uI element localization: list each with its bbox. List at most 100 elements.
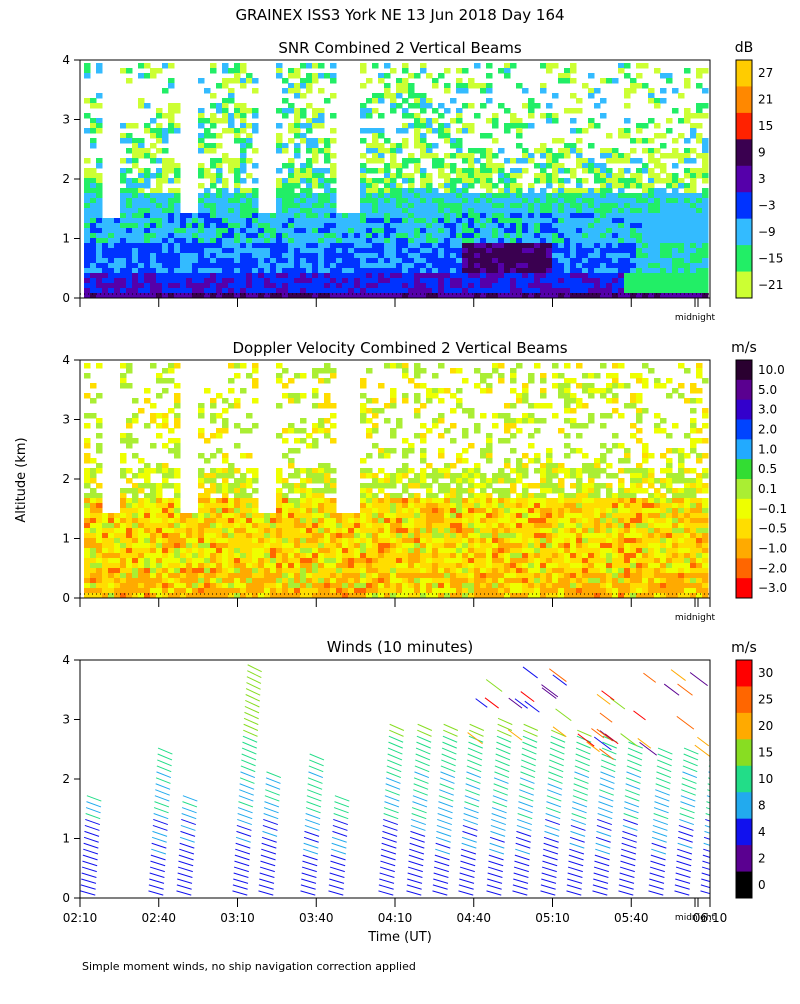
velocity-cell bbox=[210, 553, 217, 559]
snr-cell bbox=[240, 203, 247, 209]
velocity-cell bbox=[84, 363, 91, 369]
snr-cell bbox=[486, 83, 493, 89]
snr-cell bbox=[246, 198, 253, 204]
snr-cell bbox=[120, 133, 127, 139]
snr-cell bbox=[480, 248, 487, 254]
velocity-cell bbox=[300, 373, 307, 379]
snr-cell bbox=[522, 233, 529, 239]
velocity-cell bbox=[246, 373, 253, 379]
snr-cell bbox=[312, 278, 319, 284]
velocity-cell bbox=[174, 548, 181, 554]
snr-cell bbox=[486, 248, 493, 254]
velocity-cell bbox=[252, 558, 259, 564]
snr-cell bbox=[456, 108, 463, 114]
velocity-panel: Doppler Velocity Combined 2 Vertical Bea… bbox=[62, 339, 787, 623]
y-tick-label: 0 bbox=[62, 291, 70, 305]
snr-cell bbox=[570, 118, 577, 124]
snr-cell bbox=[438, 278, 445, 284]
snr-cell bbox=[414, 193, 421, 199]
velocity-cell bbox=[288, 503, 295, 509]
snr-cell bbox=[162, 168, 169, 174]
snr-cell bbox=[486, 153, 493, 159]
snr-cell bbox=[276, 238, 283, 244]
snr-cell bbox=[672, 248, 679, 254]
snr-cell bbox=[450, 138, 457, 144]
colorbar-swatch bbox=[736, 192, 752, 219]
velocity-cell bbox=[126, 423, 133, 429]
snr-cell bbox=[702, 288, 709, 294]
snr-cell bbox=[234, 168, 241, 174]
snr-cell bbox=[378, 98, 385, 104]
velocity-cell bbox=[144, 563, 151, 569]
snr-cell bbox=[144, 63, 151, 69]
velocity-cell bbox=[204, 518, 211, 524]
snr-cell bbox=[366, 208, 373, 214]
snr-cell bbox=[426, 263, 433, 269]
snr-cell bbox=[234, 213, 241, 219]
snr-cell bbox=[378, 203, 385, 209]
snr-cell bbox=[426, 283, 433, 289]
snr-cell bbox=[108, 218, 115, 224]
velocity-cell bbox=[252, 543, 259, 549]
snr-cell bbox=[534, 223, 541, 229]
velocity-cell bbox=[120, 523, 127, 529]
snr-cell bbox=[306, 173, 313, 179]
snr-cell bbox=[564, 208, 571, 214]
snr-cell bbox=[510, 188, 517, 194]
snr-cell bbox=[558, 148, 565, 154]
snr-cell bbox=[348, 218, 355, 224]
snr-cell bbox=[168, 213, 175, 219]
snr-cell bbox=[390, 178, 397, 184]
snr-cell bbox=[150, 118, 157, 124]
velocity-cell bbox=[282, 563, 289, 569]
velocity-cell bbox=[96, 448, 103, 454]
snr-cell bbox=[252, 78, 259, 84]
snr-cell bbox=[672, 283, 679, 289]
snr-cell bbox=[630, 278, 637, 284]
snr-cell bbox=[636, 208, 643, 214]
snr-cell bbox=[408, 273, 415, 279]
velocity-cell bbox=[222, 493, 229, 499]
snr-cell bbox=[156, 238, 163, 244]
snr-cell bbox=[408, 188, 415, 194]
velocity-cell bbox=[426, 533, 433, 539]
snr-cell bbox=[156, 113, 163, 119]
snr-cell bbox=[162, 173, 169, 179]
snr-cell bbox=[534, 203, 541, 209]
velocity-cell bbox=[402, 463, 409, 469]
snr-cell bbox=[540, 263, 547, 269]
snr-cell bbox=[582, 258, 589, 264]
snr-cell bbox=[534, 273, 541, 279]
velocity-cell bbox=[396, 423, 403, 429]
velocity-cell bbox=[264, 543, 271, 549]
snr-cell bbox=[168, 243, 175, 249]
velocity-cell bbox=[426, 588, 433, 594]
snr-cell bbox=[300, 83, 307, 89]
snr-cell bbox=[510, 278, 517, 284]
snr-cell bbox=[222, 243, 229, 249]
snr-cell bbox=[174, 253, 181, 259]
velocity-cell bbox=[114, 578, 121, 584]
snr-cell bbox=[108, 243, 115, 249]
snr-cell bbox=[216, 108, 223, 114]
snr-cell bbox=[432, 208, 439, 214]
velocity-cell bbox=[108, 573, 115, 579]
snr-cell bbox=[576, 288, 583, 294]
snr-cell bbox=[150, 278, 157, 284]
velocity-cell bbox=[330, 523, 337, 529]
snr-cell bbox=[372, 168, 379, 174]
snr-cell bbox=[282, 228, 289, 234]
snr-cell bbox=[690, 178, 697, 184]
snr-cell bbox=[198, 258, 205, 264]
snr-cell bbox=[294, 133, 301, 139]
snr-cell bbox=[552, 243, 559, 249]
snr-cell bbox=[630, 223, 637, 229]
snr-cell bbox=[174, 278, 181, 284]
snr-cell bbox=[384, 193, 391, 199]
velocity-cell bbox=[396, 558, 403, 564]
velocity-cell bbox=[204, 573, 211, 579]
snr-cell bbox=[462, 68, 469, 74]
snr-cell bbox=[306, 273, 313, 279]
snr-cell bbox=[660, 228, 667, 234]
snr-cell bbox=[606, 248, 613, 254]
